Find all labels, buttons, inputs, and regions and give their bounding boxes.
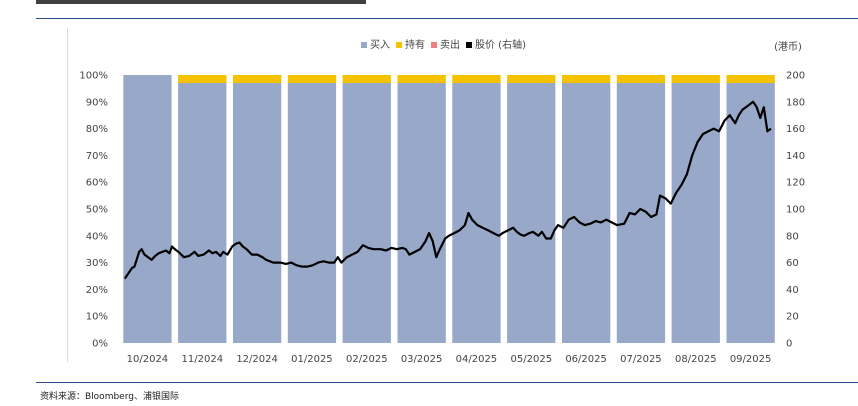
top-rule xyxy=(36,18,858,19)
bar-买入-07/2025 xyxy=(616,83,666,343)
right-tick-label: 160 xyxy=(786,124,805,135)
bar-买入-05/2025 xyxy=(507,83,556,343)
source-note: 资料来源：Bloomberg、浦银国际 xyxy=(40,392,179,402)
right-axis-unit: (港币) xyxy=(774,41,802,53)
x-tick-label: 09/2025 xyxy=(730,354,772,365)
bar-买入-02/2025 xyxy=(342,83,391,343)
bar-持有-06/2025 xyxy=(562,75,611,83)
x-tick-label: 06/2025 xyxy=(565,354,607,365)
header-strip xyxy=(36,0,366,4)
legend-swatch xyxy=(466,42,472,48)
legend-label: 持有 xyxy=(405,38,425,51)
bars-layer xyxy=(123,75,775,343)
bar-持有-12/2024 xyxy=(233,75,282,83)
bar-买入-11/2024 xyxy=(178,83,227,343)
left-tick-label: 90% xyxy=(86,97,108,108)
x-tick-label: 11/2024 xyxy=(182,354,224,365)
bar-持有-03/2025 xyxy=(397,75,446,83)
bar-持有-07/2025 xyxy=(616,75,666,83)
x-tick-label: 03/2025 xyxy=(401,354,443,365)
left-tick-label: 50% xyxy=(86,205,108,216)
legend-swatch xyxy=(361,42,367,48)
bar-买入-04/2025 xyxy=(452,83,501,343)
right-tick-label: 100 xyxy=(786,205,805,216)
right-tick-label: 20 xyxy=(786,312,799,323)
bar-买入-12/2024 xyxy=(233,83,282,343)
price-line-layer xyxy=(123,100,772,280)
left-tick-label: 20% xyxy=(86,285,108,296)
right-tick-label: 180 xyxy=(786,97,805,108)
bar-买入-06/2025 xyxy=(562,83,611,343)
x-axis: 10/2024 11/2024 12/2024 01/2025 02/2025 03/20… xyxy=(127,354,772,365)
bar-买入-10/2024 xyxy=(123,75,172,343)
bar-持有-05/2025 xyxy=(507,75,556,83)
bar-买入-08/2025 xyxy=(671,83,720,343)
legend-label: 买入 xyxy=(370,39,390,51)
bar-买入-03/2025 xyxy=(397,83,446,343)
chart-frame xyxy=(67,28,858,362)
legend-swatch xyxy=(431,42,437,48)
right-tick-label: 120 xyxy=(786,178,805,189)
bar-持有-08/2025 xyxy=(671,75,720,83)
x-tick-label: 02/2025 xyxy=(346,354,388,365)
bar-持有-11/2024 xyxy=(178,75,227,83)
x-tick-label: 12/2024 xyxy=(236,354,278,365)
analyst-rating-chart: 0% 10% 20% 30% 40% 50% 60% 70% 80% 90% 100% 0 20 40 6… xyxy=(79,38,805,365)
bottom-rule xyxy=(36,382,858,383)
left-tick-label: 30% xyxy=(86,258,108,269)
right-tick-label: 40 xyxy=(786,285,799,296)
left-axis: 0% 10% 20% 30% 40% 50% 60% 70% 80% 90% 100% xyxy=(79,71,108,350)
price-line xyxy=(123,100,772,280)
right-tick-label: 60 xyxy=(786,258,799,269)
bar-持有-09/2025 xyxy=(726,75,775,83)
left-tick-label: 60% xyxy=(86,178,108,189)
right-tick-label: 0 xyxy=(786,339,792,350)
left-tick-label: 40% xyxy=(86,231,108,242)
x-tick-label: 07/2025 xyxy=(620,354,662,365)
legend-label: 股价 (右轴) xyxy=(475,38,526,51)
left-tick-label: 0% xyxy=(92,339,108,350)
left-tick-label: 80% xyxy=(86,124,108,135)
bar-持有-01/2025 xyxy=(287,75,337,83)
right-tick-label: 200 xyxy=(786,71,805,82)
right-tick-label: 80 xyxy=(786,231,799,242)
legend-swatch xyxy=(396,42,402,48)
x-tick-label: 08/2025 xyxy=(675,354,717,365)
legend: 买入 持有 卖出 股价 (右轴) xyxy=(361,38,526,51)
left-tick-label: 70% xyxy=(86,151,108,162)
x-tick-label: 05/2025 xyxy=(511,354,553,365)
bar-买入-01/2025 xyxy=(287,83,337,343)
x-tick-label: 04/2025 xyxy=(456,354,498,365)
left-tick-label: 100% xyxy=(79,71,108,82)
x-tick-label: 10/2024 xyxy=(127,354,169,365)
right-axis: 0 20 40 60 80 100 120 140 160 180 200 xyxy=(786,71,805,350)
bar-持有-04/2025 xyxy=(452,75,501,83)
left-tick-label: 10% xyxy=(86,312,108,323)
x-tick-label: 01/2025 xyxy=(291,354,333,365)
bar-持有-02/2025 xyxy=(342,75,391,83)
legend-label: 卖出 xyxy=(440,38,460,51)
right-tick-label: 140 xyxy=(786,151,805,162)
